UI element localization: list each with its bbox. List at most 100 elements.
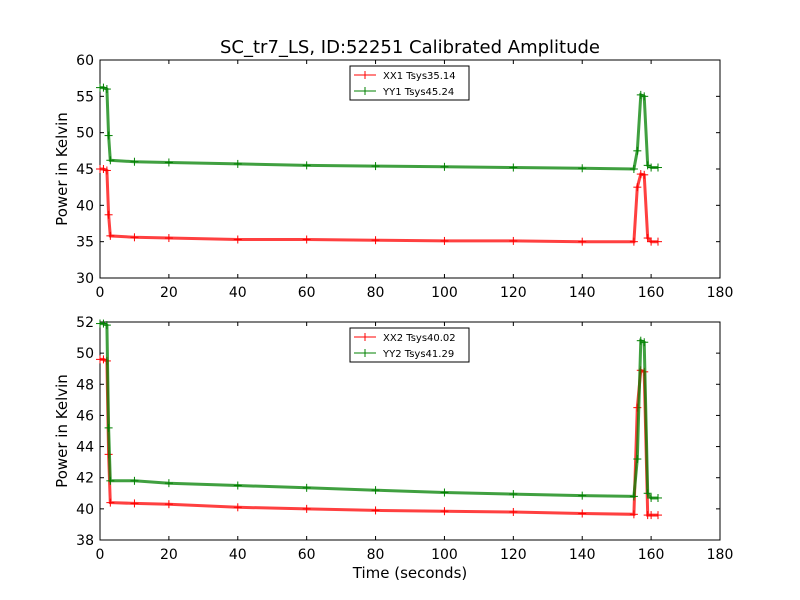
data-point: [640, 92, 649, 101]
data-point: [633, 183, 642, 192]
data-point: [102, 166, 111, 175]
data-point: [371, 236, 380, 245]
data-point: [104, 423, 113, 432]
data-point: [130, 233, 139, 242]
y-tick-label: 46: [76, 408, 94, 424]
data-point: [509, 163, 518, 172]
data-point: [440, 488, 449, 497]
data-point: [130, 499, 139, 508]
legend-box: [349, 327, 470, 363]
legend: XX2 Tsys40.02 YY2 Tsys41.29: [349, 327, 470, 363]
y-tick-label: 55: [76, 89, 94, 105]
data-point: [371, 486, 380, 495]
y-tick-label: 50: [76, 126, 94, 142]
data-point: [654, 511, 662, 520]
data-point: [104, 210, 113, 219]
bottom-plot-panel: 0 20 40 60 80 100 120 140 160 180 38 40 42 44 46 48 50 52…: [53, 315, 733, 582]
data-point: [164, 500, 173, 509]
data-point: [233, 481, 242, 490]
data-point: [578, 237, 587, 246]
x-tick-label: 100: [431, 547, 458, 563]
data-point: [106, 498, 115, 507]
data-point: [106, 231, 115, 240]
y-tick-label: 44: [76, 440, 94, 456]
y-tick-label: 30: [76, 271, 94, 287]
data-point: [164, 479, 173, 488]
data-point: [647, 163, 656, 172]
y-tick-label: 35: [76, 235, 94, 251]
data-point: [629, 237, 638, 246]
x-tick-label: 20: [160, 285, 178, 301]
x-tick-label: 160: [638, 547, 665, 563]
data-point: [636, 170, 645, 179]
data-point: [647, 493, 656, 502]
x-tick-label: 0: [96, 285, 105, 301]
data-point: [233, 159, 242, 168]
top-plot-panel: 0 20 40 60 80 100 120 140 160 180 30 35 40 45 50 55 60 Po…: [53, 53, 733, 301]
data-point: [654, 163, 662, 172]
y-tick-label: 45: [76, 162, 94, 178]
data-point: [629, 165, 638, 173]
data-point: [440, 507, 449, 516]
data-point: [643, 234, 652, 243]
data-point: [636, 90, 645, 99]
y-axis-label: Power in Kelvin: [53, 374, 71, 488]
chart-title: SC_tr7_LS, ID:52251 Calibrated Amplitude: [220, 37, 600, 58]
data-point: [371, 506, 380, 515]
legend-box: [349, 65, 470, 101]
x-axis-label: Time (seconds): [352, 564, 468, 582]
data-point: [102, 85, 111, 94]
x-tick-label: 80: [367, 547, 385, 563]
x-tick-label: 120: [500, 547, 527, 563]
data-point: [233, 503, 242, 512]
data-point: [371, 162, 380, 171]
x-tick-label: 40: [229, 547, 247, 563]
data-point: [509, 236, 518, 245]
data-point: [233, 235, 242, 244]
data-point: [106, 156, 115, 165]
data-point: [302, 235, 311, 244]
data-point: [643, 489, 652, 498]
data-point: [654, 237, 662, 246]
y-tick-label: 48: [76, 377, 94, 393]
data-point: [302, 483, 311, 492]
x-tick-label: 120: [500, 285, 527, 301]
x-tick-label: 80: [367, 285, 385, 301]
legend-label: XX1 Tsys35.14: [383, 71, 456, 82]
data-point: [509, 507, 518, 516]
y-tick-label: 42: [76, 471, 94, 487]
y-tick-label: 50: [76, 346, 94, 362]
y-axis-label: Power in Kelvin: [53, 112, 71, 226]
data-point: [629, 492, 638, 501]
data-point: [633, 146, 642, 155]
data-point: [578, 164, 587, 173]
x-tick-label: 180: [707, 285, 734, 301]
x-tick-label: 180: [707, 547, 734, 563]
x-tick-label: 60: [298, 285, 316, 301]
data-point: [647, 511, 656, 520]
x-tick-label: 140: [569, 547, 596, 563]
x-tick-label: 20: [160, 547, 178, 563]
data-point: [629, 510, 638, 519]
data-point: [440, 162, 449, 171]
legend-label: YY2 Tsys41.29: [382, 349, 454, 360]
x-tick-label: 0: [96, 547, 105, 563]
data-point: [99, 83, 108, 92]
data-point: [106, 476, 115, 485]
x-tick-label: 100: [431, 285, 458, 301]
data-point: [647, 237, 656, 246]
data-point: [99, 165, 108, 173]
x-tick-label: 160: [638, 285, 665, 301]
data-point: [633, 455, 642, 464]
data-point: [102, 321, 111, 330]
data-point: [640, 170, 649, 179]
data-point: [130, 476, 139, 485]
legend-label: XX2 Tsys40.02: [383, 333, 456, 344]
data-point: [440, 236, 449, 245]
y-tick-label: 60: [76, 53, 94, 69]
y-tick-label: 38: [76, 533, 94, 549]
data-point: [578, 491, 587, 500]
data-point: [578, 509, 587, 518]
y-tick-label: 52: [76, 315, 94, 331]
